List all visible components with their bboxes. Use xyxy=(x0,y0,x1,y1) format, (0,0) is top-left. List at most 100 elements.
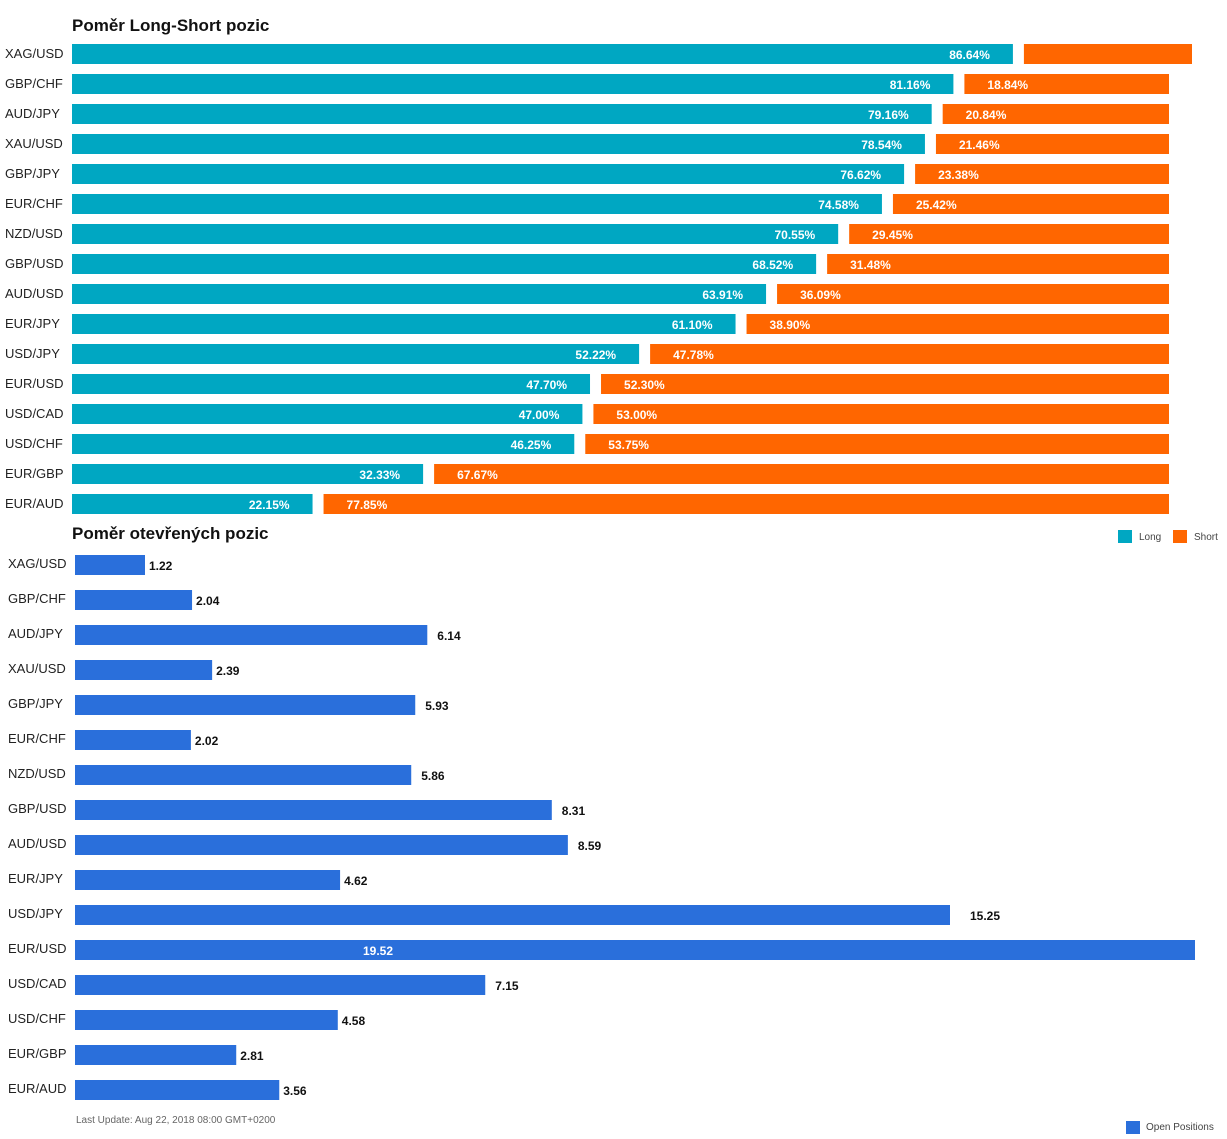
open-positions-bar-gbp-jpy xyxy=(75,695,416,715)
long-bar-aud-usd xyxy=(72,284,767,304)
long-bar-usd-jpy xyxy=(72,344,640,364)
legend-label-open-positions: Open Positions xyxy=(1146,1122,1214,1133)
long-value-label-xag-usd: 86.64% xyxy=(949,48,990,62)
legend-swatch-short xyxy=(1173,530,1187,543)
op-category-label-eur-chf: EUR/CHF xyxy=(8,731,66,746)
category-label-eur-usd: EUR/USD xyxy=(5,376,64,391)
op-category-label-usd-jpy: USD/JPY xyxy=(8,906,63,921)
long-value-label-aud-usd: 63.91% xyxy=(702,288,743,302)
open-positions-value-label-nzd-usd: 5.86 xyxy=(421,769,445,783)
open-positions-chart: XAG/USD 1.22 GBP/CHF 2.04 AUD/JPY 6.14 XAU/USD… xyxy=(8,555,1195,1100)
open-positions-value-label-usd-chf: 4.58 xyxy=(342,1014,366,1028)
open-positions-bar-usd-cad xyxy=(75,975,486,995)
long-bar-gbp-usd xyxy=(72,254,817,274)
op-category-label-usd-cad: USD/CAD xyxy=(8,976,67,991)
short-value-label-eur-gbp: 67.67% xyxy=(457,468,498,482)
short-bar-xag-usd xyxy=(1023,44,1192,64)
legend-label-long: Long xyxy=(1139,532,1161,543)
long-value-label-usd-chf: 46.25% xyxy=(511,438,552,452)
open-positions-value-label-usd-jpy: 15.25 xyxy=(970,909,1000,923)
long-value-label-eur-usd: 47.70% xyxy=(526,378,567,392)
long-bar-eur-gbp xyxy=(72,464,424,484)
long-value-label-eur-gbp: 32.33% xyxy=(359,468,400,482)
open-positions-value-label-gbp-chf: 2.04 xyxy=(196,594,220,608)
long-value-label-eur-jpy: 61.10% xyxy=(672,318,713,332)
open-positions-value-label-eur-aud: 3.56 xyxy=(283,1084,307,1098)
short-value-label-nzd-usd: 29.45% xyxy=(872,228,913,242)
open-positions-bar-eur-aud xyxy=(75,1080,280,1100)
short-bar-gbp-usd xyxy=(827,254,1169,274)
open-positions-bar-usd-jpy xyxy=(75,905,950,925)
short-value-label-eur-jpy: 38.90% xyxy=(770,318,811,332)
open-positions-value-label-eur-usd: 19.52 xyxy=(363,944,393,958)
long-bar-aud-jpy xyxy=(72,104,932,124)
short-value-label-usd-cad: 53.00% xyxy=(616,408,657,422)
op-category-label-eur-usd: EUR/USD xyxy=(8,941,67,956)
category-label-nzd-usd: NZD/USD xyxy=(5,226,63,241)
open-positions-value-label-eur-jpy: 4.62 xyxy=(344,874,368,888)
long-value-label-eur-aud: 22.15% xyxy=(249,498,290,512)
category-label-usd-chf: USD/CHF xyxy=(5,436,63,451)
long-short-chart-title: Poměr Long-Short pozic xyxy=(72,16,269,35)
short-value-label-eur-chf: 25.42% xyxy=(916,198,957,212)
open-positions-chart-title: Poměr otevřených pozic xyxy=(72,524,269,543)
long-bar-nzd-usd xyxy=(72,224,839,244)
long-short-chart: XAG/USD 86.64% GBP/CHF 81.16% 18.84% AUD/JPY 7… xyxy=(5,44,1192,514)
long-value-label-usd-cad: 47.00% xyxy=(519,408,560,422)
long-bar-eur-jpy xyxy=(72,314,736,334)
long-value-label-xau-usd: 78.54% xyxy=(861,138,902,152)
open-positions-bar-eur-chf xyxy=(75,730,191,750)
open-positions-value-label-gbp-jpy: 5.93 xyxy=(425,699,449,713)
long-bar-xag-usd xyxy=(72,44,1013,64)
open-positions-value-label-eur-chf: 2.02 xyxy=(195,734,219,748)
legend-swatch-long xyxy=(1118,530,1132,543)
short-bar-gbp-jpy xyxy=(915,164,1169,184)
open-positions-bar-nzd-usd xyxy=(75,765,412,785)
short-bar-usd-chf xyxy=(585,434,1169,454)
category-label-usd-jpy: USD/JPY xyxy=(5,346,60,361)
short-value-label-gbp-usd: 31.48% xyxy=(850,258,891,272)
open-positions-bar-eur-jpy xyxy=(75,870,341,890)
long-value-label-gbp-usd: 68.52% xyxy=(752,258,793,272)
long-value-label-aud-jpy: 79.16% xyxy=(868,108,909,122)
op-category-label-eur-gbp: EUR/GBP xyxy=(8,1046,67,1061)
short-bar-aud-jpy xyxy=(942,104,1169,124)
open-positions-bar-aud-jpy xyxy=(75,625,428,645)
short-value-label-xau-usd: 21.46% xyxy=(959,138,1000,152)
long-bar-gbp-chf xyxy=(72,74,954,94)
short-bar-aud-usd xyxy=(777,284,1169,304)
long-bar-usd-chf xyxy=(72,434,575,454)
short-bar-eur-gbp xyxy=(434,464,1170,484)
open-positions-value-label-aud-usd: 8.59 xyxy=(578,839,602,853)
category-label-eur-chf: EUR/CHF xyxy=(5,196,63,211)
category-label-aud-usd: AUD/USD xyxy=(5,286,64,301)
long-value-label-eur-chf: 74.58% xyxy=(818,198,859,212)
category-label-usd-cad: USD/CAD xyxy=(5,406,64,421)
open-positions-bar-xau-usd xyxy=(75,660,213,680)
open-positions-value-label-xau-usd: 2.39 xyxy=(216,664,240,678)
op-category-label-usd-chf: USD/CHF xyxy=(8,1011,66,1026)
open-positions-bar-xag-usd xyxy=(75,555,145,575)
category-label-xau-usd: XAU/USD xyxy=(5,136,63,151)
long-bar-eur-usd xyxy=(72,374,591,394)
open-positions-value-label-eur-gbp: 2.81 xyxy=(240,1049,264,1063)
long-value-label-gbp-jpy: 76.62% xyxy=(840,168,881,182)
category-label-aud-jpy: AUD/JPY xyxy=(5,106,60,121)
op-category-label-xau-usd: XAU/USD xyxy=(8,661,66,676)
op-category-label-aud-jpy: AUD/JPY xyxy=(8,626,63,641)
short-bar-eur-chf xyxy=(892,194,1169,214)
category-label-gbp-chf: GBP/CHF xyxy=(5,76,63,91)
short-bar-xau-usd xyxy=(935,134,1169,154)
category-label-eur-jpy: EUR/JPY xyxy=(5,316,60,331)
open-positions-value-label-xag-usd: 1.22 xyxy=(149,559,173,573)
short-bar-eur-jpy xyxy=(746,314,1169,334)
short-value-label-aud-usd: 36.09% xyxy=(800,288,841,302)
long-bar-eur-chf xyxy=(72,194,882,214)
op-category-label-nzd-usd: NZD/USD xyxy=(8,766,66,781)
short-bar-eur-aud xyxy=(323,494,1169,514)
long-short-legend: Long Short xyxy=(1118,530,1218,543)
short-value-label-usd-jpy: 47.78% xyxy=(673,348,714,362)
long-value-label-gbp-chf: 81.16% xyxy=(890,78,931,92)
category-label-gbp-jpy: GBP/JPY xyxy=(5,166,60,181)
